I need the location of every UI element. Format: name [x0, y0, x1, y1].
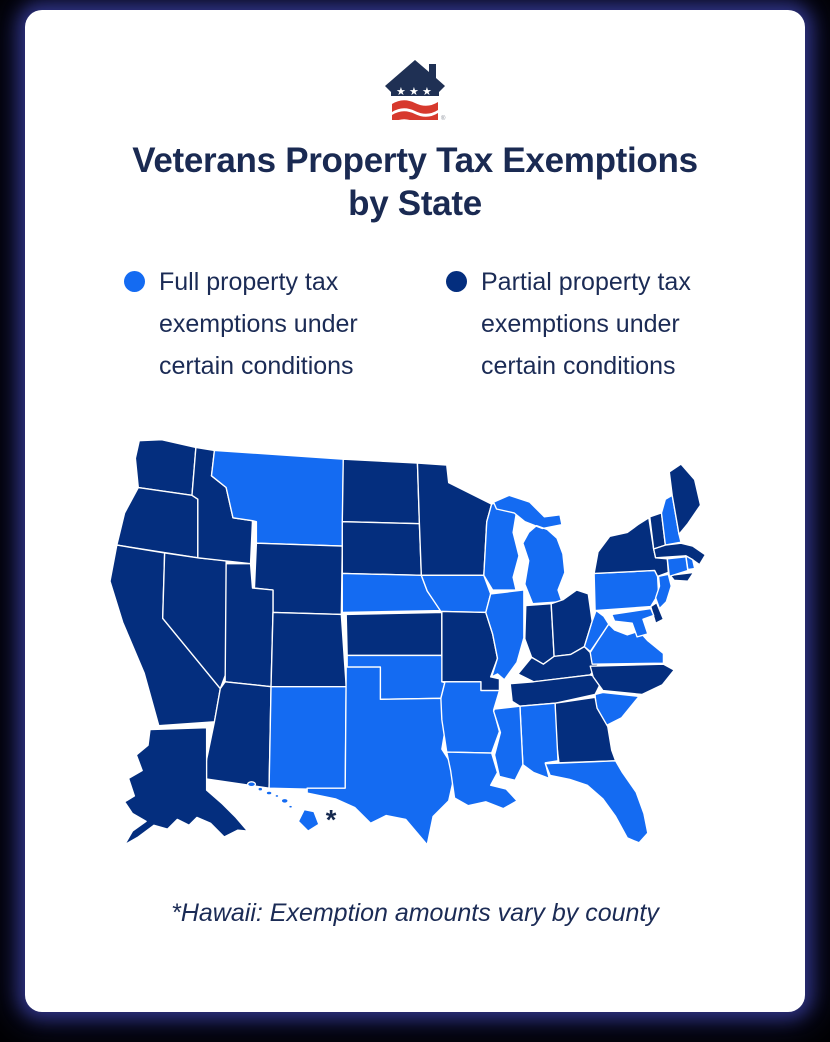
- state-washington: [134, 439, 197, 497]
- logo-star-icon: ★: [396, 86, 406, 98]
- legend-label-partial: Partial property tax exemptions under ce…: [481, 268, 691, 381]
- logo-star-icon: ★: [409, 86, 419, 98]
- state-alaska: [123, 727, 248, 846]
- state-delaware: [649, 602, 664, 625]
- state-minnesota: [416, 462, 492, 577]
- state-louisiana: [445, 751, 518, 810]
- state-connecticut: [666, 556, 689, 578]
- state-florida: [544, 760, 648, 844]
- registered-trademark: ®: [441, 115, 446, 120]
- us-choropleth-map: *: [108, 439, 706, 846]
- state-arkansas: [439, 681, 500, 755]
- hawaii-asterisk-marker: *: [325, 805, 336, 836]
- state-kansas: [345, 612, 443, 657]
- logo-star-icon: ★: [422, 86, 432, 98]
- legend-label-full: Full property tax exemptions under certa…: [159, 268, 358, 381]
- state-new-jersey: [654, 574, 672, 610]
- state-hawaii: [246, 781, 320, 833]
- logo-roof-icon: [385, 60, 445, 96]
- legend: Full property tax exemptions under certa…: [25, 261, 805, 387]
- legend-item-partial-exemption: Partial property tax exemptions under ce…: [446, 261, 706, 387]
- state-new-mexico: [267, 686, 347, 792]
- hawaii-footnote: *Hawaii: Exemption amounts vary by count…: [171, 899, 659, 928]
- us-map: *: [103, 427, 728, 881]
- title-line-1: Veterans Property Tax Exemptions: [132, 141, 698, 180]
- page-title: Veterans Property Tax Exemptions by Stat…: [65, 140, 765, 225]
- title-line-2: by State: [348, 183, 482, 223]
- veterans-united-house-logo: ★ ★ ★ ®: [385, 60, 446, 120]
- state-pennsylvania: [592, 570, 659, 612]
- state-alabama: [518, 702, 559, 780]
- legend-item-full-exemption: Full property tax exemptions under certa…: [124, 261, 384, 387]
- state-wisconsin: [482, 499, 520, 592]
- logo-stripe-icon: [392, 100, 438, 114]
- state-south-dakota: [341, 521, 422, 577]
- state-virginia: [589, 623, 664, 666]
- state-north-carolina: [589, 663, 675, 696]
- state-colorado: [269, 612, 347, 688]
- infographic-card: ★ ★ ★ ® Veterans Property Tax Exemptions…: [25, 10, 805, 1012]
- state-michigan: [492, 495, 566, 605]
- state-mississippi: [492, 705, 524, 782]
- state-maryland: [610, 608, 654, 638]
- state-maine: [668, 463, 701, 536]
- state-indiana: [523, 603, 555, 666]
- logo-stripe-icon: [392, 111, 438, 120]
- state-illinois: [484, 589, 525, 681]
- state-north-dakota: [341, 458, 420, 525]
- legend-dot-full-icon: [124, 271, 145, 293]
- legend-dot-partial-icon: [446, 271, 467, 293]
